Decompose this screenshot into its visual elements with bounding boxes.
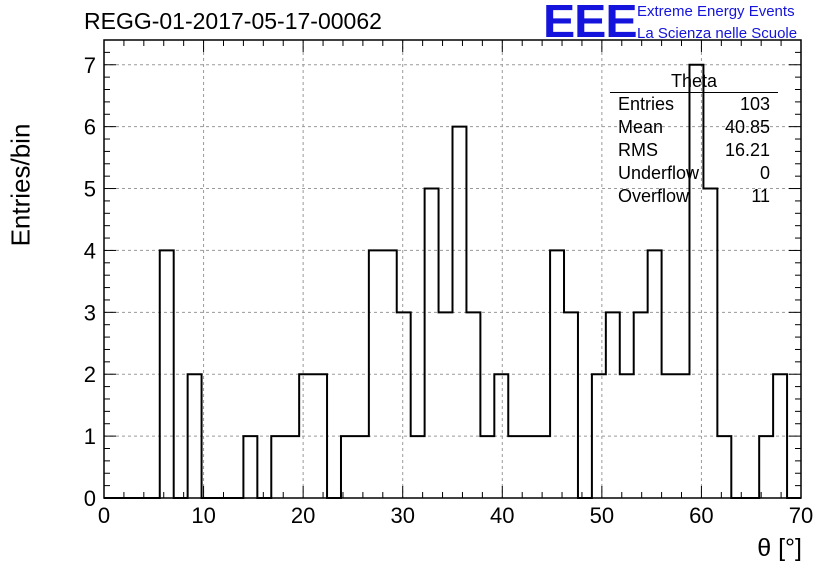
- histogram-bin: [411, 436, 425, 498]
- histogram-bin: [160, 250, 174, 498]
- stats-value: 40.85: [724, 117, 770, 137]
- histogram-bin: [620, 374, 634, 498]
- histogram-bin: [508, 436, 522, 498]
- stats-label: Entries: [618, 94, 675, 114]
- y-tick-label: 1: [84, 424, 96, 449]
- histogram-bin: [550, 250, 564, 498]
- eee-logo: EEE: [543, 0, 638, 47]
- histogram-bin: [188, 374, 202, 498]
- stats-value: 11: [751, 186, 770, 206]
- histogram-bin: [648, 250, 662, 498]
- histogram-bin: [773, 374, 787, 498]
- x-tick-label: 50: [590, 503, 614, 528]
- stats-row: Overflow 11: [610, 185, 778, 208]
- stats-label: Overflow: [618, 186, 690, 206]
- y-axis-label-box: Entries/bin: [6, 110, 36, 260]
- stats-label: Mean: [618, 117, 664, 137]
- x-tick-label: 60: [689, 503, 713, 528]
- y-tick-label: 6: [84, 115, 96, 140]
- stats-row: Mean 40.85: [610, 116, 778, 139]
- y-tick-label: 7: [84, 53, 96, 78]
- y-tick-label: 0: [84, 486, 96, 511]
- logo-subtitle-2: La Scienza nelle Scuole: [637, 25, 798, 42]
- x-tick-label: 10: [191, 503, 215, 528]
- histogram-bin: [313, 374, 327, 498]
- histogram-bin: [383, 250, 397, 498]
- stats-label: Underflow: [618, 163, 700, 183]
- stats-row: RMS 16.21: [610, 139, 778, 162]
- histogram-bin: [271, 436, 285, 498]
- histogram-series-line: [104, 63, 801, 499]
- histogram-bin: [592, 374, 606, 498]
- histogram-bin: [439, 312, 453, 498]
- histogram-bin: [453, 127, 467, 498]
- chart-title: REGG-01-2017-05-17-00062: [84, 8, 382, 34]
- histogram-bin: [285, 436, 299, 498]
- histogram-bin: [564, 312, 578, 498]
- stats-value: 0: [759, 163, 770, 183]
- histogram-bin: [536, 436, 550, 498]
- stats-value: 16.21: [724, 140, 770, 160]
- x-tick-label: 20: [291, 503, 315, 528]
- stats-box: Theta Entries 103 Mean 40.85 RMS 16.21 U…: [610, 70, 778, 208]
- y-tick-label: 4: [84, 238, 96, 263]
- y-axis-label: Entries/bin: [5, 123, 36, 247]
- histogram-bin: [397, 312, 411, 498]
- histogram-bin: [369, 250, 383, 498]
- histogram-bin: [522, 436, 536, 498]
- histogram-bin: [634, 312, 648, 498]
- histogram-bin: [480, 436, 494, 498]
- stats-value: 103: [739, 94, 770, 114]
- histogram-bin: [703, 189, 717, 498]
- x-axis-label: θ [°]: [757, 534, 802, 562]
- histogram-bin: [466, 312, 480, 498]
- y-tick-label: 5: [84, 177, 96, 202]
- histogram-bin: [341, 436, 355, 498]
- histogram-bin: [494, 374, 508, 498]
- x-tick-label: 70: [789, 503, 813, 528]
- histogram-bin: [425, 189, 439, 498]
- histogram-bin: [355, 436, 369, 498]
- y-tick-label: 2: [84, 362, 96, 387]
- x-tick-label: 40: [490, 503, 514, 528]
- histogram-bin: [299, 374, 313, 498]
- stats-title: Theta: [610, 70, 778, 93]
- plot-frame: [103, 39, 802, 499]
- stats-label: RMS: [618, 140, 658, 160]
- histogram-bin: [662, 374, 676, 498]
- x-tick-label: 30: [390, 503, 414, 528]
- stats-row: Entries 103: [610, 93, 778, 116]
- stats-row: Underflow 0: [610, 162, 778, 185]
- x-tick-label: 0: [98, 503, 110, 528]
- histogram-bin: [676, 374, 690, 498]
- logo-subtitle-1: Extreme Energy Events: [637, 3, 795, 20]
- histogram-bin: [243, 436, 257, 498]
- histogram-bin: [759, 436, 773, 498]
- histogram-bin: [717, 436, 731, 498]
- histogram-bin: [606, 312, 620, 498]
- y-tick-label: 3: [84, 300, 96, 325]
